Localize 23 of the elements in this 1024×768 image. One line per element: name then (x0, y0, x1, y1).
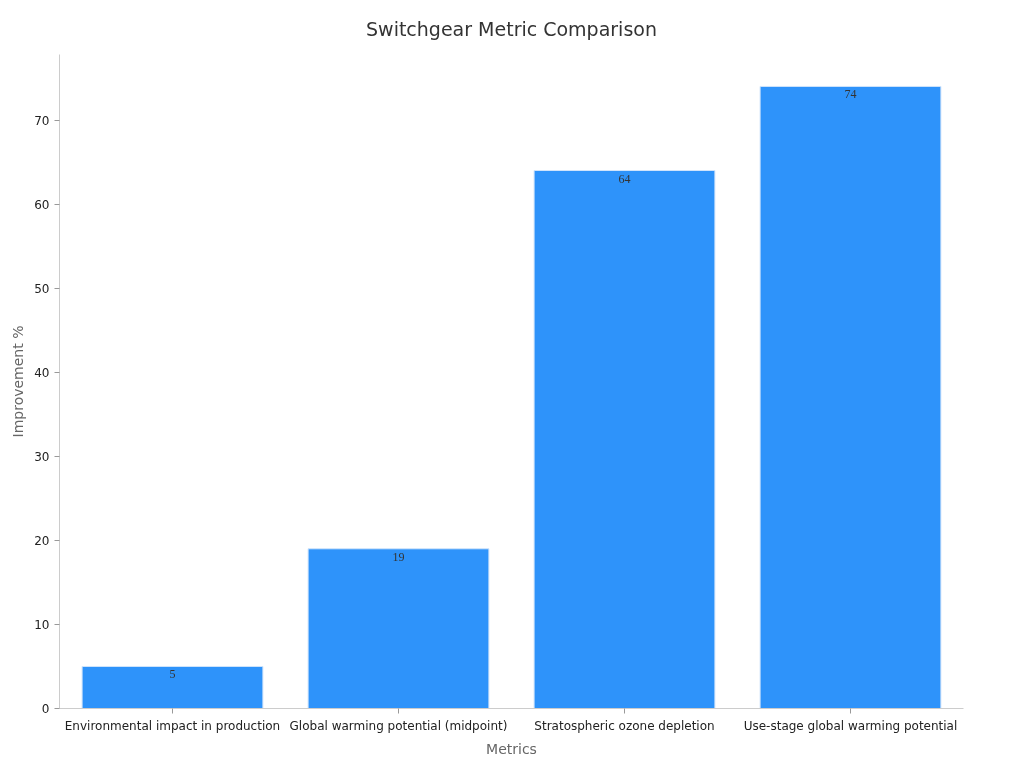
x-tick-label: Environmental impact in production (64, 718, 281, 733)
bar (533, 170, 716, 709)
bar (759, 85, 942, 709)
y-tick-label: 20 (34, 533, 50, 548)
y-tick-label: 10 (34, 617, 50, 632)
y-tick-label: 70 (34, 113, 50, 128)
x-tick-label: Stratospheric ozone depletion (534, 718, 715, 733)
data-label: 19 (392, 549, 405, 564)
x-axis-title: Metrics (486, 740, 537, 757)
x-tick-label: Use-stage global warming potential (743, 718, 958, 733)
y-tick-label: 0 (41, 702, 50, 716)
data-label: 64 (618, 171, 631, 186)
y-tick-label: 60 (34, 197, 50, 212)
y-axis-title: Improvement % (10, 325, 27, 438)
chart-title: Switchgear Metric Comparison (366, 17, 657, 40)
y-tick-label: 50 (34, 281, 50, 296)
bar (307, 548, 490, 709)
data-label: 74 (844, 87, 857, 102)
x-tick-label: Global warming potential (midpoint) (289, 718, 508, 733)
data-label: 5 (169, 667, 176, 682)
y-tick-label: 30 (34, 449, 50, 464)
y-tick-label: 40 (34, 365, 50, 380)
bar (81, 665, 264, 709)
